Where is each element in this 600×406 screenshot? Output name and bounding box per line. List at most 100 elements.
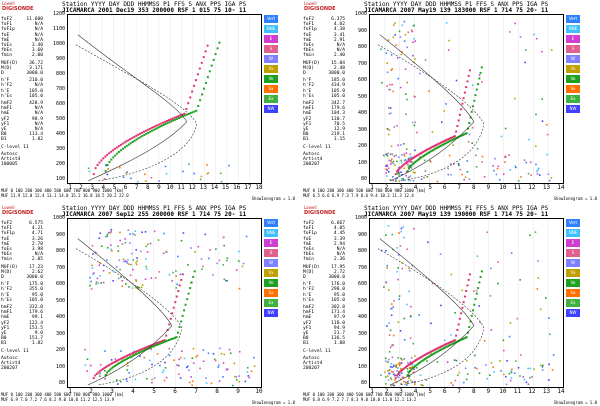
echo-point — [392, 344, 394, 346]
echo-point — [483, 339, 486, 342]
trace-point — [413, 156, 416, 158]
legend-swatch[interactable]: NW — [566, 309, 580, 317]
echo-point — [158, 180, 160, 182]
legend-swatch[interactable]: NNE — [566, 25, 580, 33]
legend-swatch[interactable]: W — [264, 259, 278, 267]
trace-point — [449, 139, 452, 142]
legend-swatch[interactable]: W — [566, 55, 580, 63]
parameter-list: foF2 6.667 foF1 4.05 foF1p 4.45 foE 3.39 fmE 2.94… — [303, 221, 345, 371]
legend-swatch[interactable]: Sx — [566, 85, 580, 93]
legend-swatch[interactable]: Vert — [264, 15, 278, 23]
legend-swatch[interactable]: NW — [264, 105, 278, 113]
echo-point — [386, 164, 388, 166]
legend-swatch[interactable]: NNE — [264, 25, 278, 33]
legend-swatch[interactable]: S — [566, 249, 580, 257]
parameter-name: MUF(D) — [303, 264, 320, 270]
legend-swatch[interactable]: Ex — [264, 95, 278, 103]
ionogram-plot[interactable] — [67, 218, 262, 388]
legend-swatch[interactable]: Ex — [566, 95, 580, 103]
parameter-value: 2.62 — [31, 269, 43, 275]
parameter-value: 151.7 — [29, 336, 43, 342]
echo-point — [125, 261, 128, 263]
parameter-value: 3.41 — [333, 32, 345, 38]
parameter-value: 1.82 — [31, 137, 43, 143]
trace-point — [98, 161, 101, 164]
echo-point — [196, 354, 199, 357]
legend-swatch[interactable]: Sx — [566, 289, 580, 297]
legend-swatch[interactable]: Vert — [566, 15, 580, 23]
echo-point — [497, 282, 499, 285]
echo-point — [126, 369, 129, 371]
legend-swatch[interactable]: NW — [264, 309, 278, 317]
legend-swatch[interactable]: E — [264, 239, 278, 247]
trace-point — [130, 352, 133, 355]
legend-swatch[interactable]: Sx — [264, 85, 278, 93]
trace-point — [127, 139, 130, 142]
y-tick-label: 700 — [357, 60, 367, 67]
echo-point — [502, 173, 505, 175]
echo-point — [421, 384, 424, 387]
trace-point — [430, 149, 433, 152]
parameter-row: h'F2 434.9 — [303, 83, 345, 88]
trace-point — [162, 124, 165, 126]
legend-swatch[interactable]: Vo — [566, 75, 580, 83]
ionogram-plot[interactable] — [369, 218, 564, 388]
echo-point — [132, 233, 134, 235]
ionogram-plot[interactable] — [67, 14, 262, 184]
echo-point — [119, 231, 121, 234]
echo-point — [132, 259, 135, 261]
legend-swatch[interactable]: Vo — [264, 279, 278, 287]
legend-swatch[interactable]: Vert — [566, 219, 580, 227]
legend-swatch[interactable]: Ex — [566, 299, 580, 307]
trace-point — [113, 365, 116, 368]
legend-swatch[interactable]: W — [566, 259, 580, 267]
trace-point — [468, 69, 471, 72]
legend-swatch[interactable]: Vo — [566, 279, 580, 287]
legend-swatch[interactable]: E — [566, 239, 580, 247]
legend-swatch[interactable]: Vert — [264, 219, 278, 227]
echo-point — [387, 379, 390, 381]
parameter-row: h'Es 105.0 — [303, 298, 345, 303]
legend-swatch[interactable]: Vx — [566, 269, 580, 277]
echo-point — [397, 173, 399, 175]
trace-point — [206, 44, 209, 47]
legend-swatch[interactable]: NW — [566, 105, 580, 113]
echo-point — [150, 348, 152, 351]
legend-swatch[interactable]: Vx — [264, 65, 278, 73]
echo-point — [400, 171, 402, 174]
echo-point — [463, 178, 466, 181]
ionogram-plot[interactable] — [369, 14, 564, 184]
echo-point — [410, 29, 413, 32]
trace-point — [398, 167, 401, 170]
echo-point — [181, 350, 183, 352]
legend-swatch[interactable]: W — [264, 55, 278, 63]
legend-swatch[interactable]: Ex — [264, 299, 278, 307]
legend-swatch[interactable]: S — [264, 249, 278, 257]
echo-point — [226, 257, 229, 259]
trace-point — [165, 334, 168, 337]
x-tick-label: 3 — [399, 388, 403, 395]
trace-point — [94, 374, 97, 377]
parameter-value: 332.0 — [29, 305, 43, 311]
echo-point — [402, 226, 404, 228]
legend-swatch[interactable]: Vx — [264, 269, 278, 277]
legend-swatch[interactable]: NNE — [566, 229, 580, 237]
echo-point — [468, 178, 471, 180]
legend-swatch[interactable]: NNE — [264, 229, 278, 237]
echo-point — [116, 383, 119, 385]
echo-point — [388, 322, 390, 324]
legend-swatch[interactable]: Vo — [264, 75, 278, 83]
legend-swatch[interactable]: Sx — [264, 289, 278, 297]
legend-swatch[interactable]: E — [566, 35, 580, 43]
echo-point — [134, 234, 136, 236]
legend-swatch[interactable]: S — [566, 45, 580, 53]
trace-point — [143, 133, 146, 136]
legend-swatch[interactable]: E — [264, 35, 278, 43]
parameter-row: hmE 104.3 — [303, 111, 345, 116]
echo-point — [466, 359, 468, 362]
legend-swatch[interactable]: S — [264, 45, 278, 53]
legend-swatch[interactable]: Vx — [566, 65, 580, 73]
echo-point — [410, 363, 412, 366]
trace-point — [204, 81, 207, 84]
echo-point — [217, 366, 220, 368]
